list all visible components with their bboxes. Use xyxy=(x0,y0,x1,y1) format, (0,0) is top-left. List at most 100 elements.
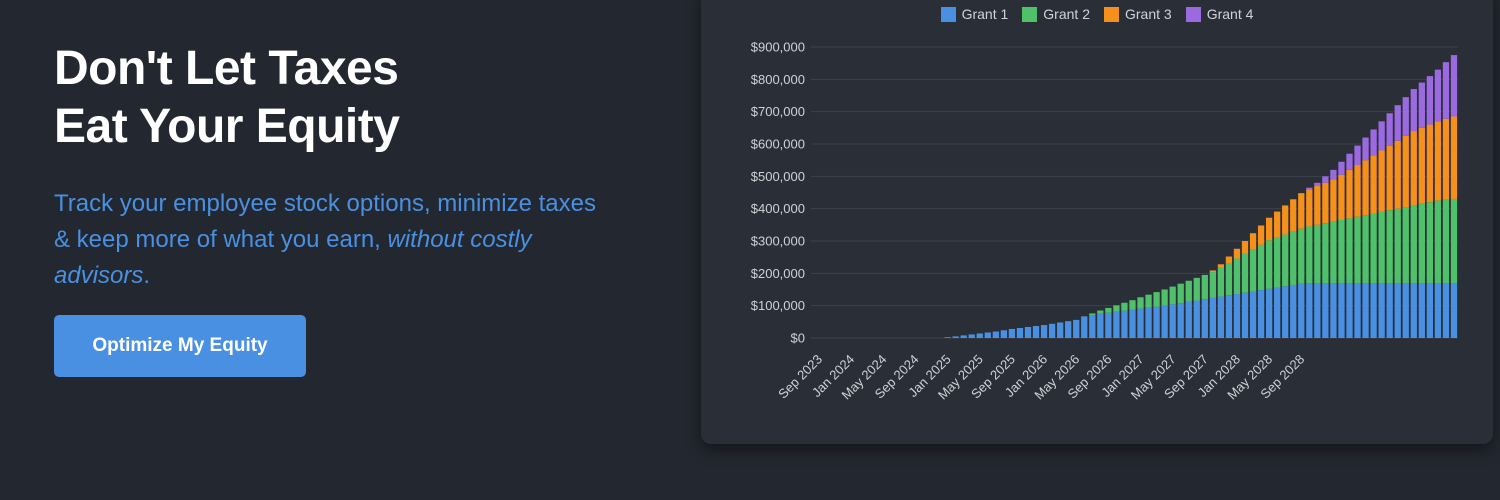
bar-grant-1 xyxy=(1169,304,1176,338)
bar-grant-3 xyxy=(1314,186,1321,225)
bar-grant-3 xyxy=(1362,160,1369,216)
bar-grant-2 xyxy=(1129,300,1136,310)
bar-grant-3 xyxy=(1290,199,1297,232)
bar-grant-2 xyxy=(1209,272,1216,298)
bar-grant-1 xyxy=(1177,303,1184,338)
legend-label: Grant 1 xyxy=(961,6,1009,22)
y-tick-label: $100,000 xyxy=(751,298,805,313)
legend-item-grant-4[interactable]: Grant 4 xyxy=(1185,6,1253,22)
bar-grant-1 xyxy=(944,337,951,338)
bar-grant-2 xyxy=(1217,267,1225,297)
bar-grant-1 xyxy=(1161,305,1168,338)
hero-title: Don't Let Taxes Eat Your Equity xyxy=(54,40,654,156)
bar-grant-2 xyxy=(1105,307,1112,313)
bar-grant-3 xyxy=(1322,182,1329,224)
bar-grant-4 xyxy=(1306,187,1313,190)
bar-grant-1 xyxy=(1217,296,1225,338)
y-tick-label: $900,000 xyxy=(751,40,805,55)
bar-grant-1 xyxy=(952,336,959,338)
hero-subtitle-emphasis: without costly advisors xyxy=(54,226,532,289)
bar-grant-4 xyxy=(1442,62,1450,119)
bar-grant-2 xyxy=(1145,294,1152,308)
bar-grant-1 xyxy=(1081,316,1088,338)
bar-grant-4 xyxy=(1314,182,1321,187)
bar-grant-2 xyxy=(1225,262,1233,296)
legend-item-grant-2[interactable]: Grant 2 xyxy=(1022,6,1090,22)
bar-grant-3 xyxy=(1330,179,1337,222)
legend-item-grant-1[interactable]: Grant 1 xyxy=(940,6,1009,22)
bar-grant-2 xyxy=(1185,280,1192,302)
hero-title-line1: Don't Let Taxes xyxy=(54,42,399,95)
bar-grant-2 xyxy=(1193,277,1200,301)
bar-grant-2 xyxy=(1137,297,1144,309)
bar-grant-2 xyxy=(1426,202,1434,284)
bar-grant-1 xyxy=(1394,283,1401,338)
y-tick-label: $400,000 xyxy=(751,201,805,216)
bar-grant-2 xyxy=(1169,286,1176,305)
bar-grant-1 xyxy=(1338,283,1345,338)
bar-grant-1 xyxy=(1024,327,1032,338)
bar-grant-1 xyxy=(1362,283,1369,338)
bar-grant-2 xyxy=(1338,219,1345,284)
bar-grant-3 xyxy=(1386,145,1393,211)
bar-grant-2 xyxy=(1346,218,1353,284)
bar-grant-1 xyxy=(1386,283,1393,338)
bar-grant-3 xyxy=(1338,174,1345,220)
bar-grant-2 xyxy=(1241,253,1249,293)
bar-grant-3 xyxy=(1354,165,1361,217)
bar-grant-2 xyxy=(1402,207,1409,284)
bar-grant-2 xyxy=(1322,223,1329,284)
bar-grant-1 xyxy=(1330,283,1337,338)
bar-grant-4 xyxy=(1322,176,1329,183)
bar-grant-4 xyxy=(1338,161,1345,175)
bar-grant-2 xyxy=(1249,249,1257,292)
bar-grant-1 xyxy=(1290,284,1297,338)
bar-grant-3 xyxy=(1450,116,1458,199)
bar-grant-4 xyxy=(1378,121,1385,151)
bar-grant-2 xyxy=(1386,210,1393,284)
legend-label: Grant 3 xyxy=(1125,6,1172,22)
legend-swatch xyxy=(1104,6,1119,22)
bar-grant-2 xyxy=(1201,274,1208,300)
optimize-equity-button[interactable]: Optimize My Equity xyxy=(54,315,306,377)
y-tick-label: $700,000 xyxy=(751,104,805,119)
bar-grant-2 xyxy=(1153,292,1160,307)
bar-grant-1 xyxy=(1426,283,1434,338)
hero: Don't Let Taxes Eat Your Equity Track yo… xyxy=(54,40,654,294)
bar-grant-1 xyxy=(1418,283,1425,338)
bar-grant-1 xyxy=(1306,283,1313,338)
bar-grant-3 xyxy=(1418,127,1425,204)
bar-grant-2 xyxy=(1233,258,1241,295)
y-tick-label: $200,000 xyxy=(751,266,805,281)
bar-grant-3 xyxy=(1257,225,1265,245)
bar-grant-1 xyxy=(1008,328,1016,338)
bar-grant-2 xyxy=(1257,244,1265,291)
bar-grant-3 xyxy=(1442,118,1450,200)
bar-grant-2 xyxy=(1177,283,1184,304)
bar-grant-1 xyxy=(1016,327,1024,338)
bar-grant-2 xyxy=(1097,310,1104,314)
bar-grant-1 xyxy=(1000,330,1008,338)
bar-grant-1 xyxy=(1048,323,1056,338)
bar-grant-3 xyxy=(1225,256,1233,263)
hero-subtitle-end: . xyxy=(143,262,151,289)
y-tick-label: $0 xyxy=(791,331,805,346)
bar-grant-4 xyxy=(1410,89,1417,132)
bar-grant-1 xyxy=(976,333,983,338)
legend-item-grant-3[interactable]: Grant 3 xyxy=(1104,6,1172,22)
bar-grant-1 xyxy=(984,332,991,338)
bar-grant-1 xyxy=(1249,291,1257,338)
bar-grant-1 xyxy=(1209,297,1216,338)
bar-grant-1 xyxy=(1450,283,1458,338)
bar-grant-1 xyxy=(1089,315,1096,338)
bar-grant-2 xyxy=(1362,215,1369,284)
bar-grant-2 xyxy=(1378,211,1385,284)
bar-grant-2 xyxy=(1330,221,1337,284)
bar-grant-2 xyxy=(1418,203,1425,284)
bar-grant-1 xyxy=(1442,283,1450,338)
bar-grant-1 xyxy=(960,335,967,338)
bar-grant-4 xyxy=(1362,137,1369,161)
y-tick-label: $800,000 xyxy=(751,72,805,87)
bar-grant-3 xyxy=(1402,135,1409,208)
bar-grant-3 xyxy=(1265,217,1273,241)
